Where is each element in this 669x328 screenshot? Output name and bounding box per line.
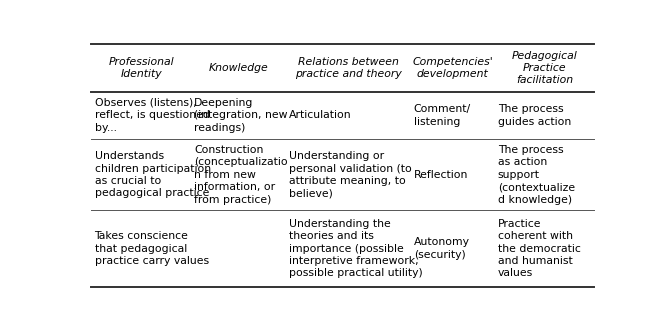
Text: Relations between
practice and theory: Relations between practice and theory <box>294 57 401 79</box>
Text: Pedagogical
Practice
facilitation: Pedagogical Practice facilitation <box>512 51 577 86</box>
Text: Reflection: Reflection <box>413 170 468 180</box>
Text: Understanding or
personal validation (to
attribute meaning, to
believe): Understanding or personal validation (to… <box>288 151 411 198</box>
Text: The process
guides action: The process guides action <box>498 104 571 127</box>
Text: Autonomy
(security): Autonomy (security) <box>413 237 470 260</box>
Text: Deepening
(integration, new
readings): Deepening (integration, new readings) <box>194 98 288 133</box>
Text: Articulation: Articulation <box>288 110 351 120</box>
Text: Comment/
listening: Comment/ listening <box>413 104 471 127</box>
Text: The process
as action
support
(contextualize
d knowledge): The process as action support (contextua… <box>498 145 575 205</box>
Text: Takes conscience
that pedagogical
practice carry values: Takes conscience that pedagogical practi… <box>94 231 209 266</box>
Text: Understands
children participation
as crucial to
pedagogical practice: Understands children participation as cr… <box>94 151 211 198</box>
Text: Construction
(conceptualizatio
n from new
information, or
from practice): Construction (conceptualizatio n from ne… <box>194 145 288 205</box>
Text: Professional
Identity: Professional Identity <box>108 57 174 79</box>
Text: Understanding the
theories and its
importance (possible
interpretive framework,
: Understanding the theories and its impor… <box>288 219 422 278</box>
Text: Practice
coherent with
the democratic
and humanist
values: Practice coherent with the democratic an… <box>498 219 581 278</box>
Text: Competencies'
development: Competencies' development <box>412 57 493 79</box>
Text: Knowledge: Knowledge <box>208 63 268 73</box>
Text: Observes (listens),
reflect, is questioned
by...: Observes (listens), reflect, is question… <box>94 98 209 133</box>
